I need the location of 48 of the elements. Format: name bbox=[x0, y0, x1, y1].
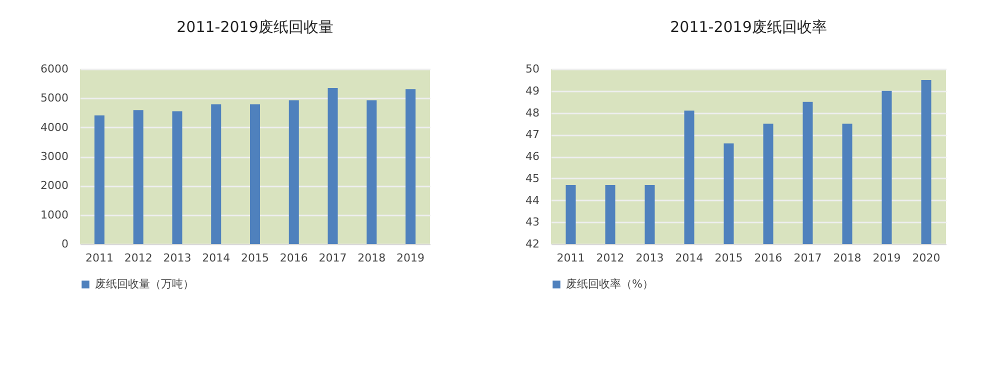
bar bbox=[133, 110, 144, 244]
legend-label: 废纸回收率（%） bbox=[566, 278, 654, 290]
y-tick-label: 46 bbox=[526, 150, 540, 163]
y-tick-label: 3000 bbox=[40, 150, 68, 163]
y-tick-label: 45 bbox=[526, 172, 540, 185]
x-tick-label: 2017 bbox=[794, 252, 822, 264]
y-tick-label: 43 bbox=[526, 216, 540, 229]
y-tick-label: 48 bbox=[526, 106, 540, 120]
y-tick-label: 1000 bbox=[40, 208, 68, 222]
x-tick-label: 2016 bbox=[754, 252, 782, 264]
y-tick-label: 4000 bbox=[40, 120, 68, 134]
chart-title: 2011-2019废纸回收率 bbox=[670, 18, 827, 36]
y-tick-label: 5000 bbox=[40, 92, 68, 105]
bar bbox=[406, 89, 416, 244]
x-tick-label: 2016 bbox=[280, 252, 308, 264]
bar bbox=[211, 104, 222, 244]
x-tick-label: 2018 bbox=[833, 252, 862, 264]
bar bbox=[366, 100, 377, 244]
bar bbox=[250, 104, 260, 244]
x-tick-label: 2011 bbox=[85, 252, 114, 264]
legend-label: 废纸回收量（万吨） bbox=[95, 278, 194, 290]
y-tick-label: 0 bbox=[62, 238, 68, 250]
x-tick-label: 2015 bbox=[241, 252, 269, 264]
y-tick-label: 49 bbox=[526, 84, 540, 98]
x-tick-label: 2014 bbox=[202, 252, 230, 264]
x-tick-label: 2011 bbox=[556, 252, 585, 264]
bar bbox=[328, 88, 338, 244]
x-tick-label: 2013 bbox=[163, 252, 192, 264]
y-tick-label: 42 bbox=[526, 238, 540, 250]
x-tick-label: 2019 bbox=[396, 252, 425, 264]
y-tick-label: 44 bbox=[526, 194, 540, 207]
x-tick-label: 2017 bbox=[318, 252, 347, 264]
x-tick-label: 2014 bbox=[675, 252, 704, 264]
x-tick-label: 2015 bbox=[714, 252, 743, 264]
x-tick-label: 2020 bbox=[912, 252, 940, 264]
bar bbox=[94, 115, 104, 244]
chart-title: 2011-2019废纸回收量 bbox=[176, 18, 334, 36]
x-tick-label: 2012 bbox=[596, 252, 624, 264]
x-tick-label: 2018 bbox=[358, 252, 386, 264]
y-tick-label: 50 bbox=[526, 62, 540, 76]
y-tick-label: 47 bbox=[526, 128, 540, 142]
x-tick-label: 2012 bbox=[124, 252, 152, 264]
x-tick-label: 2019 bbox=[872, 252, 901, 264]
x-tick-label: 2013 bbox=[636, 252, 664, 264]
bar bbox=[172, 111, 182, 244]
y-tick-label: 6000 bbox=[40, 62, 68, 76]
y-tick-label: 2000 bbox=[40, 179, 68, 192]
bar bbox=[288, 100, 299, 244]
